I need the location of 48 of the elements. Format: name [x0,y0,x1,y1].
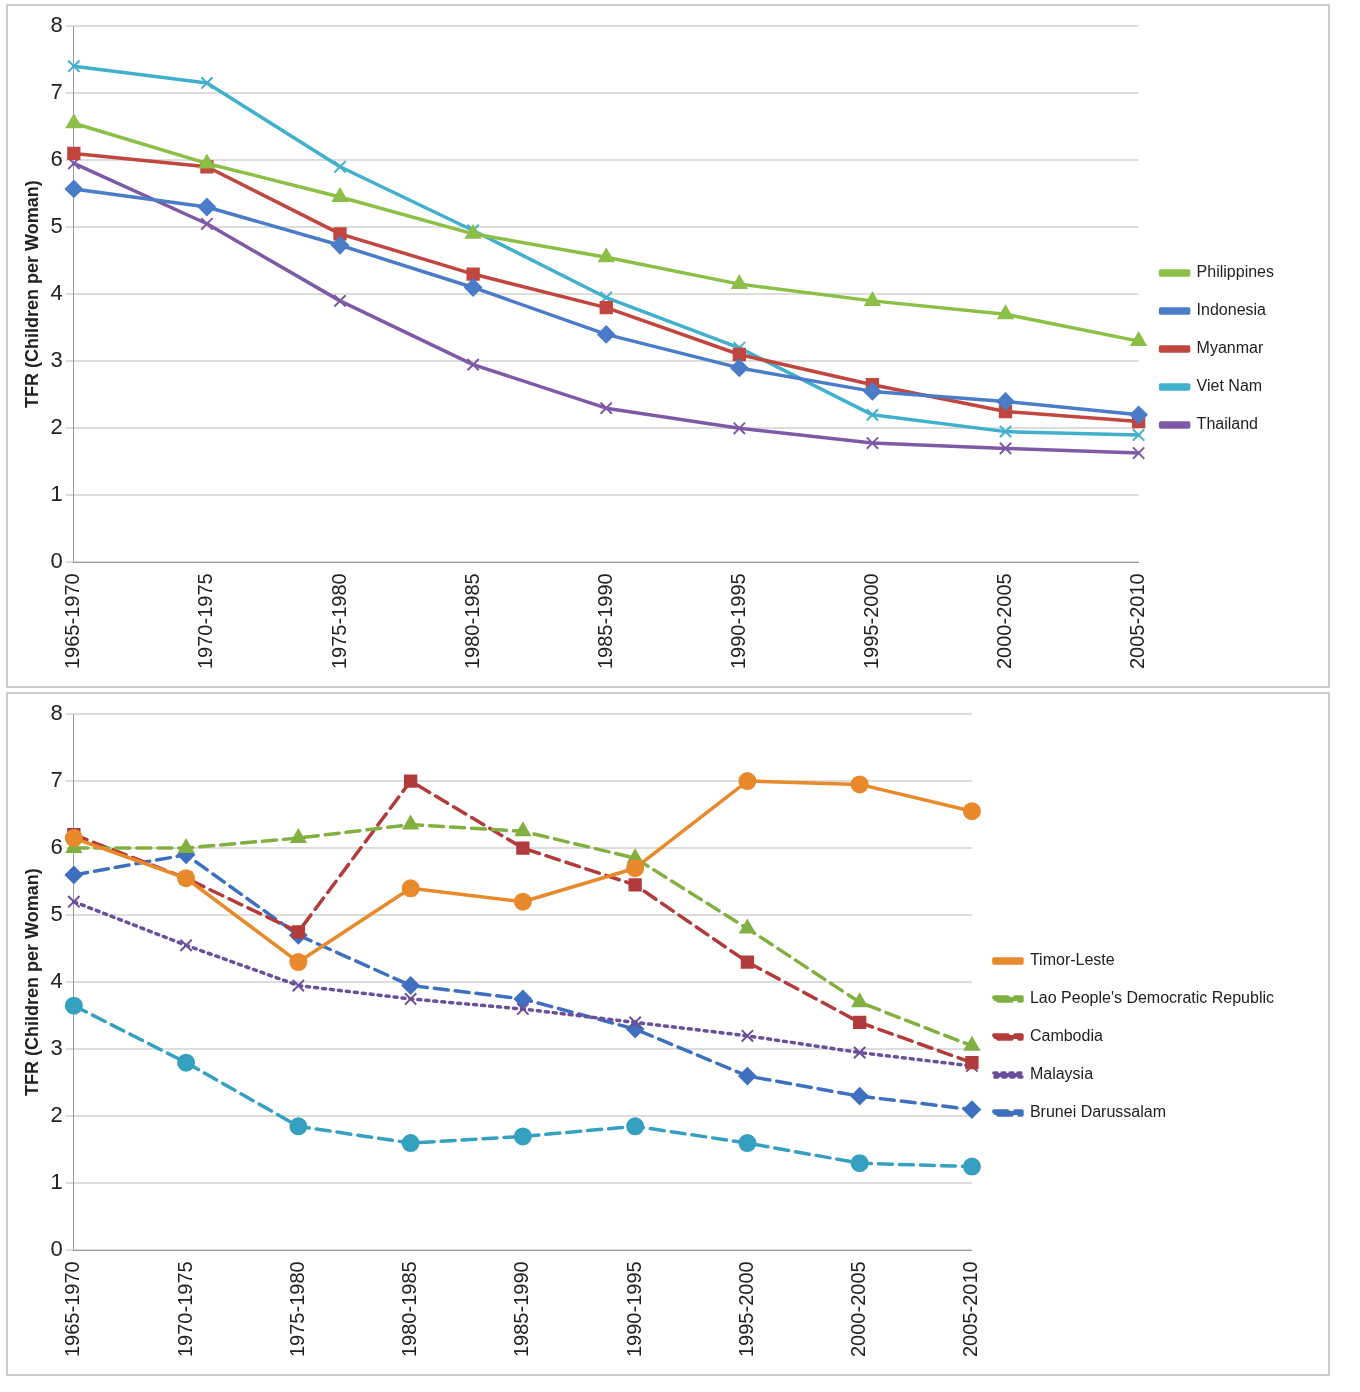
x-tick-label: 1965-1970 [61,573,84,670]
legend-label: Philippines [1196,263,1275,281]
x-tick-label: 1980-1985 [460,573,483,670]
x-tick-label: 1965-1970 [61,1261,84,1358]
y-tick-label: 5 [50,213,63,239]
legend-label: Timor-Leste [1029,951,1115,969]
legend-label: Cambodia [1029,1027,1103,1045]
x-tick-label: 2000-2005 [847,1261,870,1358]
x-tick-label: 1990-1995 [622,1261,645,1358]
y-tick-label: 3 [50,347,63,373]
y-axis-title: TFR (Children per Woman) [21,868,42,1097]
x-tick-label: 1975-1980 [327,573,350,670]
y-tick-label: 1 [50,1169,63,1195]
legend-label: Viet Nam [1196,377,1263,395]
x-tick-label: 1980-1985 [398,1261,421,1358]
y-tick-label: 2 [50,1102,63,1128]
legend-label: Malaysia [1029,1065,1094,1083]
x-tick-label: 1985-1990 [510,1261,533,1358]
y-tick-label: 4 [50,280,63,306]
legend-label: Brunei Darussalam [1029,1103,1166,1121]
x-tick-label: 1985-1990 [593,573,616,670]
y-tick-label: 7 [50,79,63,105]
x-tick-label: 2005-2010 [1126,573,1149,670]
y-axis-title: TFR (Children per Woman) [21,180,42,409]
y-tick-label: 3 [50,1035,63,1061]
legend-label: Thailand [1196,415,1258,433]
y-tick-label: 0 [50,548,63,574]
x-tick-label: 1995-2000 [734,1261,757,1358]
x-tick-label: 1990-1995 [726,573,749,670]
x-tick-label: 1970-1975 [194,573,217,670]
y-tick-label: 4 [50,968,63,994]
y-tick-label: 0 [50,1236,63,1262]
x-tick-label: 1995-2000 [859,573,882,670]
y-tick-label: 7 [50,767,63,793]
x-tick-label: 2005-2010 [959,1261,982,1358]
x-tick-label: 2000-2005 [993,573,1016,670]
legend-label: Myanmar [1196,339,1264,357]
y-tick-label: 6 [50,146,63,172]
x-tick-label: 1970-1975 [173,1261,196,1358]
legend-label: Lao People's Democratic Republic [1029,989,1275,1007]
y-tick-label: 8 [50,700,63,726]
y-tick-label: 5 [50,901,63,927]
y-tick-label: 6 [50,834,63,860]
y-tick-label: 2 [50,414,63,440]
y-tick-label: 8 [50,12,63,38]
y-tick-label: 1 [50,481,63,507]
x-tick-label: 1975-1980 [285,1261,308,1358]
legend-label: Indonesia [1196,301,1267,319]
